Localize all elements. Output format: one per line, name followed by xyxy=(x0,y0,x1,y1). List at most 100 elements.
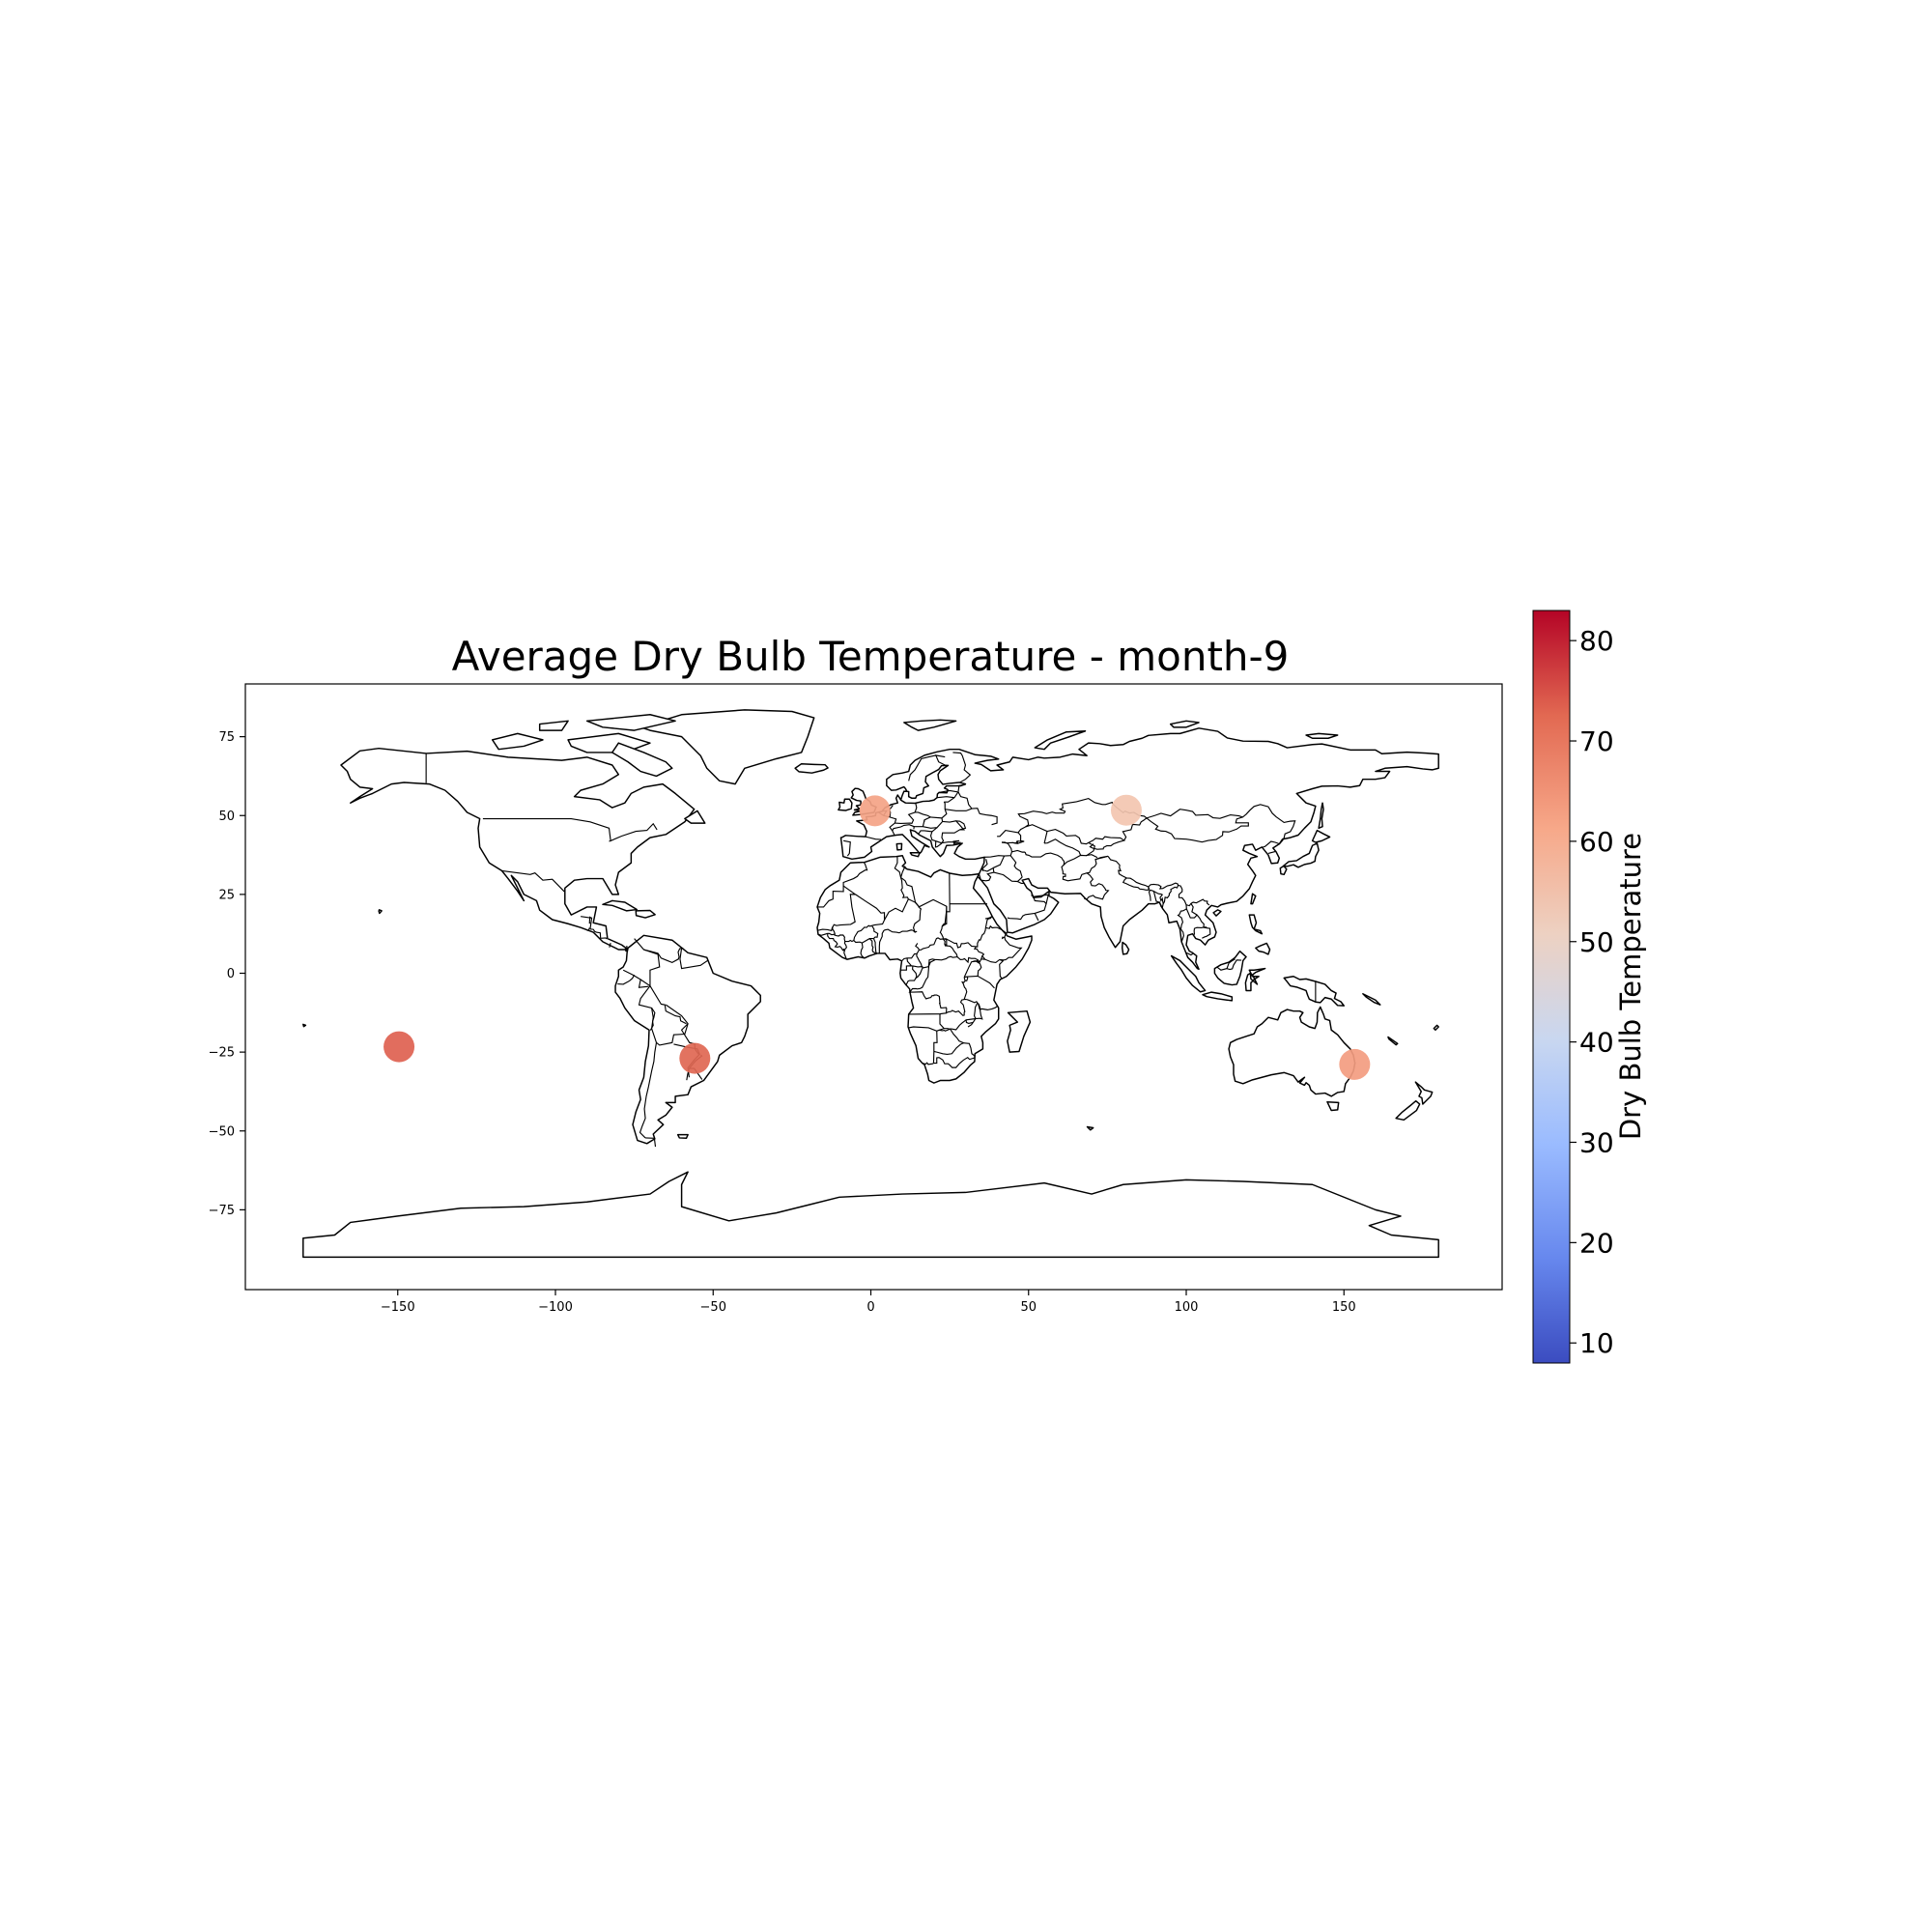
border-line xyxy=(945,808,998,826)
border-line xyxy=(993,871,1023,883)
border-line xyxy=(872,938,878,954)
border-line xyxy=(982,859,994,872)
border-line xyxy=(1185,952,1194,956)
border-line xyxy=(589,928,608,940)
hispaniola-outline xyxy=(635,909,656,919)
x-tick-label: −50 xyxy=(700,1300,726,1315)
border-line xyxy=(952,839,959,846)
border-line xyxy=(653,1139,657,1148)
sri-lanka-outline xyxy=(1121,941,1130,955)
chart-title: Average Dry Bulb Temperature - month-9 xyxy=(452,633,1290,680)
x-tick-label: 0 xyxy=(867,1300,874,1315)
border-line xyxy=(980,867,995,882)
colorbar-label: Dry Bulb Temperature xyxy=(1614,833,1647,1140)
border-line xyxy=(1193,926,1208,935)
border-line xyxy=(908,958,967,1016)
border-line xyxy=(1146,804,1296,840)
arctic-island-outline xyxy=(538,720,569,731)
border-line xyxy=(586,927,590,932)
solomon-islands-outline xyxy=(1362,992,1381,1006)
colorbar-tick-label: 40 xyxy=(1579,1027,1614,1059)
border-line xyxy=(965,975,995,989)
border-line xyxy=(944,943,948,947)
ireland-outline xyxy=(838,798,853,811)
scandinavia-outline xyxy=(899,764,967,805)
border-line xyxy=(894,857,909,900)
border-line xyxy=(1024,851,1065,862)
border-line xyxy=(643,947,684,964)
border-line xyxy=(997,829,1019,838)
border-line xyxy=(1177,908,1187,943)
x-tick-label: −100 xyxy=(538,1300,573,1315)
border-line xyxy=(916,950,958,969)
border-line xyxy=(1107,856,1179,904)
taiwan-outline xyxy=(1250,893,1257,905)
border-line xyxy=(955,820,967,831)
java-outline xyxy=(1202,991,1234,1002)
border-line xyxy=(1122,877,1151,891)
border-line xyxy=(1061,855,1109,882)
border-line xyxy=(952,752,972,783)
border-line xyxy=(1085,841,1095,857)
border-line xyxy=(482,817,658,842)
x-tick-label: 100 xyxy=(1175,1300,1199,1315)
border-line xyxy=(942,910,948,927)
colorbar-tick-label: 30 xyxy=(1579,1126,1614,1158)
border-line xyxy=(922,1042,976,1068)
border-line xyxy=(1216,958,1236,971)
temperature-point xyxy=(859,795,891,827)
mindanao-outline xyxy=(1255,942,1271,955)
colorbar-tick-label: 50 xyxy=(1579,926,1614,958)
sardinia-outline xyxy=(895,842,903,851)
border-line xyxy=(1084,872,1110,900)
border-line xyxy=(1122,817,1148,841)
border-line xyxy=(892,824,915,832)
border-line xyxy=(827,933,847,960)
border-line xyxy=(842,862,868,887)
border-line xyxy=(868,938,878,955)
border-line xyxy=(639,1042,658,1139)
hawaii-outline xyxy=(378,909,383,915)
new-zealand-south-outline xyxy=(1395,1099,1421,1122)
tasmania-outline xyxy=(1326,1100,1340,1112)
border-line xyxy=(1011,849,1026,853)
plot-area-frame xyxy=(244,683,1503,1291)
border-line xyxy=(1033,894,1049,904)
border-line xyxy=(638,979,649,988)
border-line xyxy=(900,952,923,986)
border-line xyxy=(914,817,944,829)
data-points xyxy=(384,794,1371,1080)
border-line xyxy=(853,940,866,959)
border-line xyxy=(1017,880,1024,885)
border-line xyxy=(980,1005,999,1010)
new-caledonia-outline xyxy=(1387,1036,1399,1046)
border-line xyxy=(1148,889,1164,910)
border-line xyxy=(930,801,948,819)
madagascar-outline xyxy=(1007,1009,1032,1053)
colorbar: 10 20 30 40 50 60 70 80 Dry Bulb Temperature xyxy=(1532,610,1647,1364)
border-line xyxy=(915,937,948,951)
y-tick-label: −50 xyxy=(209,1124,235,1139)
border-line xyxy=(1094,855,1109,861)
temperature-point xyxy=(1110,794,1142,826)
country-borders xyxy=(425,752,1317,1148)
border-line xyxy=(1017,824,1048,842)
border-line xyxy=(939,906,948,947)
africa-outline xyxy=(816,854,1033,1084)
north-america-outline xyxy=(340,747,696,951)
y-tick-label: 50 xyxy=(218,810,235,824)
x-tick-label: 150 xyxy=(1332,1300,1356,1315)
sumatra-outline xyxy=(1170,954,1207,993)
border-line xyxy=(588,916,592,924)
border-line xyxy=(908,754,936,781)
x-axis: −150 −100 −50 0 50 100 150 xyxy=(381,1290,1356,1315)
border-line xyxy=(992,855,1006,868)
greenland-outline xyxy=(639,709,815,785)
y-tick-label: 0 xyxy=(227,967,235,981)
border-line xyxy=(934,754,948,766)
baffin-island-outline xyxy=(611,742,673,778)
border-line xyxy=(978,873,981,881)
sulawesi-outline xyxy=(1244,967,1266,992)
border-line xyxy=(1044,838,1082,856)
sakhalin-outline xyxy=(1318,802,1324,830)
